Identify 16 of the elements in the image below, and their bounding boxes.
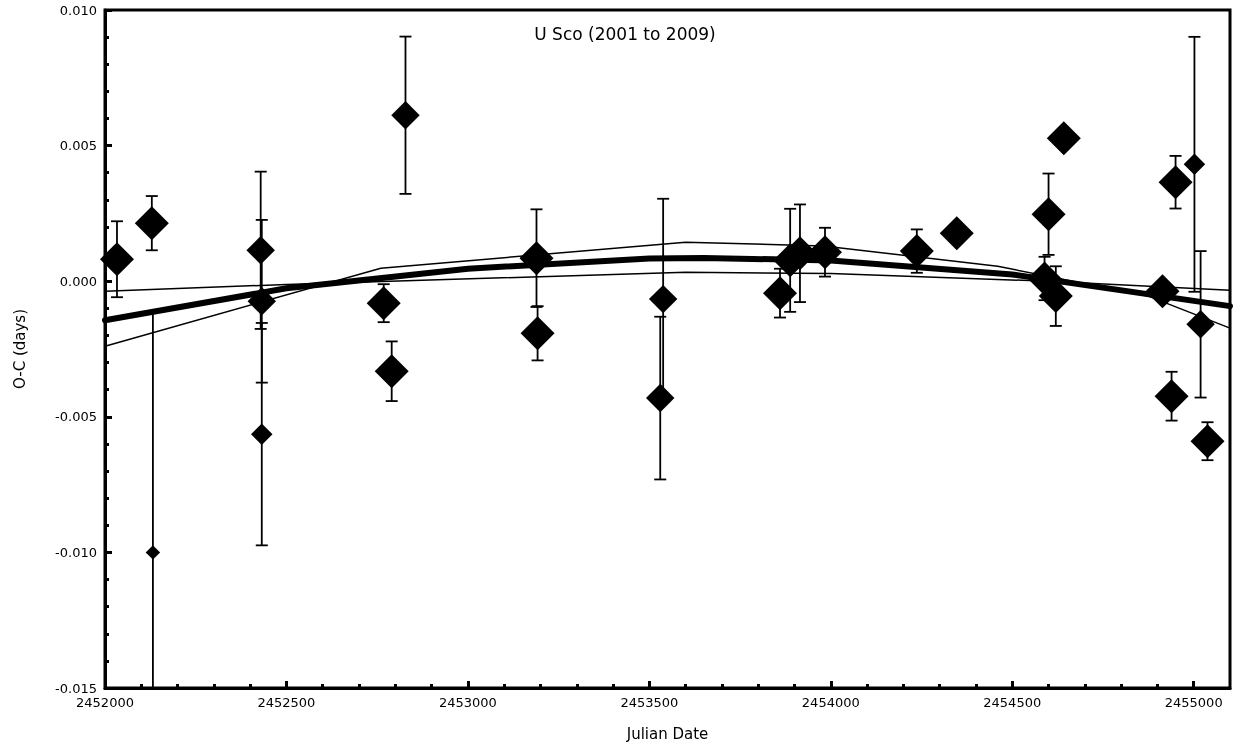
x-tick-label: 2452000 (76, 695, 134, 710)
text: U Sco (2001 to 2009) (534, 23, 716, 44)
y-tick-label: 0.000 (59, 273, 97, 289)
y-tick-label: -0.015 (55, 680, 97, 696)
x-tick-label: 2453000 (438, 695, 497, 710)
x-tick-label: 2454000 (801, 695, 860, 710)
x-tick-label: 2452500 (257, 695, 316, 710)
y-tick-label: 0.005 (59, 138, 97, 154)
x-axis-title: Julian Date (625, 724, 709, 743)
x-tick-label: 2453500 (620, 695, 679, 710)
x-tick-label: 2455000 (1164, 695, 1223, 710)
y-tick-label: 0.010 (59, 2, 97, 18)
y-axis-title: O-C (days) (10, 309, 29, 389)
y-tick-label: -0.010 (55, 544, 97, 560)
x-tick-label: 2454500 (983, 695, 1042, 710)
y-tick-label: -0.005 (55, 409, 97, 425)
